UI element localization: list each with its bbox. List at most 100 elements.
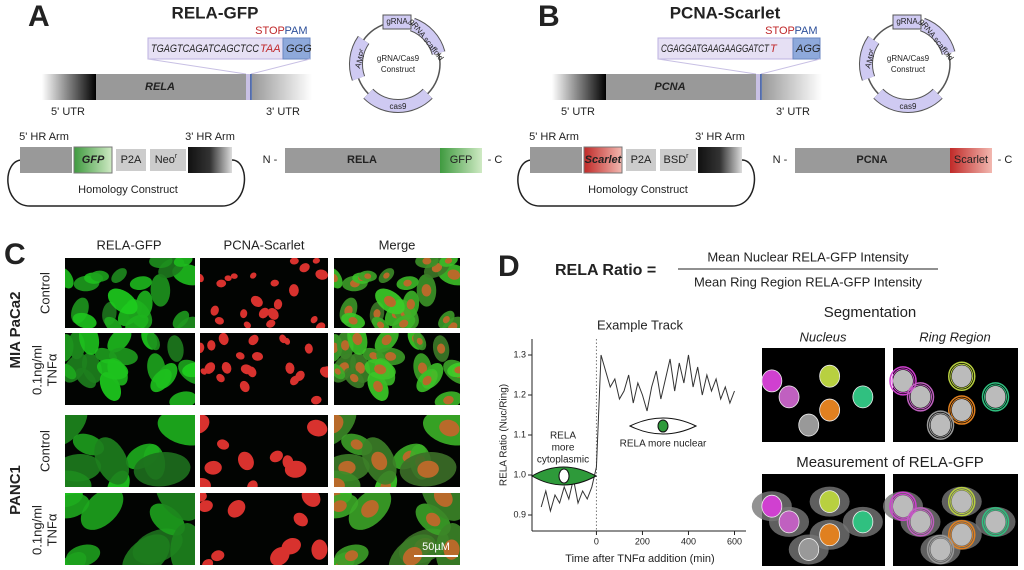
nucleus [352,333,363,346]
panel-letter: C [4,238,26,271]
x-tick-label: 0 [594,536,599,546]
nucleus [240,309,248,319]
pam-sequence: AGG [795,43,821,55]
micrograph [65,258,195,328]
cell [65,363,77,380]
nucleus [448,322,458,328]
hr3-block [188,147,232,173]
ring [981,507,1010,537]
denominator: Mean Ring Region RELA-GFP Intensity [694,274,923,289]
nucleus [214,317,224,325]
p2a-label: P2A [631,154,652,166]
nucleus [454,366,460,374]
nucleus [819,523,841,547]
nucleus [235,352,245,360]
nucleus-icon [657,419,669,433]
panel-title: RELA-GFP [172,3,259,22]
plasmid-scaffold [920,18,955,55]
cell [173,258,193,267]
marker-block [660,149,696,171]
marker-label: BSDr [664,153,690,166]
nucleus [361,500,379,518]
p2a-label: P2A [121,154,142,166]
cell [65,544,101,565]
nucleus [217,439,230,450]
nucleus [284,460,307,478]
protein-block [795,148,950,173]
nucleus [761,494,783,518]
hr5-block [530,147,582,173]
panel-letter: B [538,0,560,33]
nucleus [312,258,320,264]
cell [94,437,129,485]
nucleus [344,550,359,562]
nucleus [250,272,257,279]
y-tick-label: 1.3 [513,349,526,359]
condition-label: 0.1ng/ml [29,345,44,395]
pam-sequence: GGG [286,43,312,55]
cell [111,268,127,283]
ring [909,384,932,410]
tag-block [583,146,623,174]
zoom-line [657,58,757,75]
nucleus [348,317,358,325]
cas9-label: cas9 [900,102,917,111]
plasmid-cas9 [364,89,432,112]
ring [948,361,976,391]
cell-line-label: PANC1 [7,465,24,515]
condition-label: TNFα [44,353,59,386]
protein-label: RELA [347,154,377,166]
construct-loop [7,159,246,207]
column-header: Merge [379,237,416,252]
x-tick-label: 200 [635,536,650,546]
c-term: - C [488,154,503,166]
cell [157,415,195,446]
nucleus [200,273,204,283]
marker-block [150,149,186,171]
cell [72,312,97,328]
nucleus [240,364,253,375]
plot: 0.9 1.0 1.1 1.2 1.3 0 200 400 600 [513,339,746,546]
plasmid-amp [349,36,369,81]
nucleus [417,362,428,374]
protein-label: PCNA [856,154,887,166]
nucleus [267,307,279,320]
nucleus [399,319,409,328]
hr3-label: 3' HR Arm [695,131,745,143]
nucleus [216,373,225,383]
nucleus [852,510,874,534]
nucleus [227,500,246,518]
ring [891,493,915,519]
condition-label: Control [37,272,52,314]
annotation: RELA more nuclear [620,439,707,450]
nucleus [373,380,383,393]
nucleus [334,342,339,354]
micrograph [200,333,328,405]
cell [172,310,190,328]
insert-site [246,74,251,100]
y-tick-label: 0.9 [513,509,526,519]
n-term: N - [773,154,788,166]
micrograph [65,415,195,487]
nucleus [417,460,439,478]
nucleus [381,334,392,346]
ring [929,412,952,438]
y-tick-label: 1.2 [513,389,526,399]
ring [891,368,915,394]
protein-tag-label: Scarlet [954,154,988,166]
segmentation-title: Segmentation [824,304,917,321]
nucleus [221,362,232,374]
nucleus [421,284,432,297]
grna-label: gRNA [386,17,408,26]
plasmid-name: gRNA/Cas9 [887,54,930,63]
nucleus [304,343,313,354]
nucleus [210,305,219,316]
ring [950,522,974,548]
nucleus [910,510,931,533]
ring [950,489,974,515]
homology-label: Homology Construct [588,184,688,196]
nucleus [230,273,238,279]
gene-name: RELA [145,81,175,93]
condition-label: Control [37,430,52,472]
nucleus [218,333,229,346]
